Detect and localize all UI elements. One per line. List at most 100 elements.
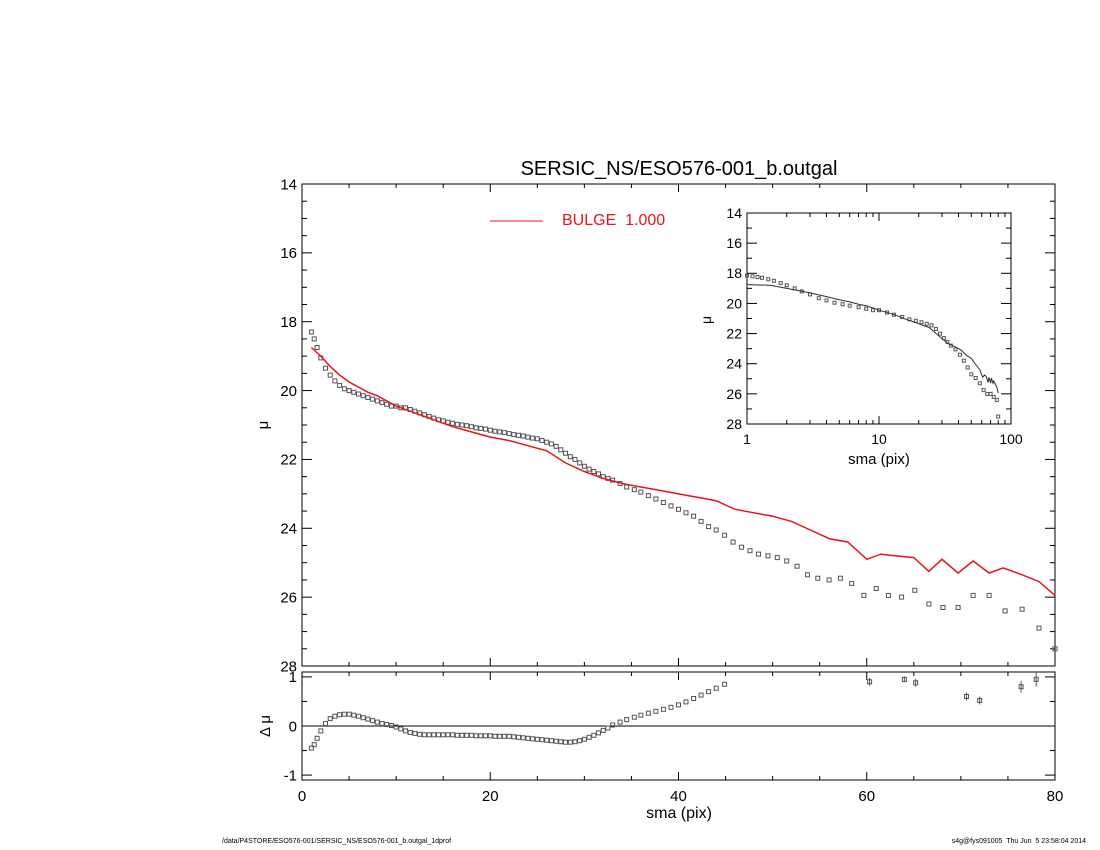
data-point [837, 575, 843, 581]
y-tick-label: 18 [280, 314, 297, 331]
data-point [314, 735, 320, 741]
data-point [454, 421, 460, 427]
data-point [977, 381, 982, 386]
data-point [784, 558, 790, 564]
series-line [310, 346, 1056, 596]
data-point [459, 422, 465, 428]
data-point [351, 712, 357, 718]
y-tick-label: 22 [726, 325, 742, 341]
y-tick-label: 14 [280, 176, 297, 193]
data-point [933, 327, 938, 331]
data-point [323, 721, 328, 726]
residual-series-group [308, 672, 1039, 751]
residual-panel: 0 20 40 60 80 -101 Δ μ sma (pix) [257, 669, 1063, 822]
y-tick-label: 0 [289, 718, 297, 735]
data-point [840, 302, 845, 307]
data-point [360, 393, 366, 399]
data-point [765, 553, 771, 559]
data-point [483, 733, 488, 739]
data-point [478, 733, 484, 739]
data-point [431, 732, 437, 738]
data-point [497, 733, 503, 739]
data-point [964, 694, 969, 699]
data-point [379, 400, 385, 406]
data-point [318, 728, 324, 734]
data-point [558, 739, 564, 745]
data-point [938, 331, 942, 336]
data-point [929, 323, 934, 328]
data-point [750, 274, 755, 279]
data-point [847, 303, 852, 308]
data-point [478, 425, 484, 431]
data-point [1033, 676, 1039, 682]
data-point [856, 305, 861, 310]
data-point [525, 735, 531, 741]
data-point [969, 372, 974, 377]
data-point [713, 527, 719, 533]
data-point [553, 443, 559, 449]
data-point [985, 391, 990, 396]
data-point [600, 727, 606, 733]
data-point [483, 426, 488, 432]
y-tick-label: 14 [726, 205, 742, 221]
data-point [683, 510, 689, 516]
data-point [530, 736, 536, 742]
main-y-ticks: 14 16 18 20 22 24 26 28 [280, 176, 1055, 675]
inset-x-ticks: 1 10 100 [743, 213, 1023, 447]
data-point [973, 376, 978, 380]
data-point [591, 732, 597, 738]
data-point [487, 427, 493, 433]
data-point [563, 739, 568, 745]
data-point [730, 539, 736, 545]
footer-timestamp: s4g@fys091005 Thu Jun 5 23:58:04 2014 [951, 838, 1086, 845]
data-point [586, 734, 592, 740]
inset-series-group [745, 273, 1001, 419]
data-point [747, 548, 753, 554]
data-point [567, 454, 573, 460]
data-point [346, 711, 352, 717]
data-point [572, 456, 578, 462]
main-y-axis-label: μ [255, 421, 272, 430]
data-point [506, 431, 512, 437]
data-point [356, 391, 361, 397]
data-point [805, 572, 810, 578]
legend: BULGE 1.000 [490, 212, 665, 229]
data-point [977, 698, 983, 703]
data-point [379, 721, 385, 726]
data-point [323, 365, 328, 371]
y-tick-label: 26 [726, 386, 742, 402]
data-point [530, 435, 536, 441]
inset-plot-frame [746, 212, 1012, 425]
data-point [586, 466, 592, 472]
data-point [638, 489, 644, 495]
data-point [370, 396, 376, 402]
y-tick-label: 24 [280, 521, 297, 538]
inset-y-axis-label: μ [698, 316, 714, 324]
data-point [341, 711, 347, 717]
data-point [624, 717, 630, 723]
data-point [1002, 608, 1008, 614]
data-point [511, 432, 517, 438]
data-point [314, 345, 320, 350]
data-point [815, 575, 821, 581]
data-point [351, 389, 357, 395]
data-point [631, 714, 637, 720]
data-point [631, 487, 637, 493]
inset-x-axis-label: sma (pix) [848, 451, 910, 468]
data-point [698, 518, 704, 524]
data-point [421, 732, 427, 738]
data-point [771, 278, 776, 283]
residual-y-ticks: -1 0 1 [284, 669, 1055, 784]
data-point [332, 378, 338, 384]
data-point [698, 692, 704, 698]
data-point [365, 395, 371, 400]
data-point [996, 414, 1001, 419]
main-plot-frame [301, 183, 1056, 667]
data-point [826, 577, 832, 583]
data-point [356, 713, 361, 719]
data-point [492, 733, 498, 739]
data-point [337, 712, 343, 718]
data-point [955, 605, 961, 610]
data-point [473, 733, 479, 739]
main-x-ticks [301, 184, 1056, 666]
